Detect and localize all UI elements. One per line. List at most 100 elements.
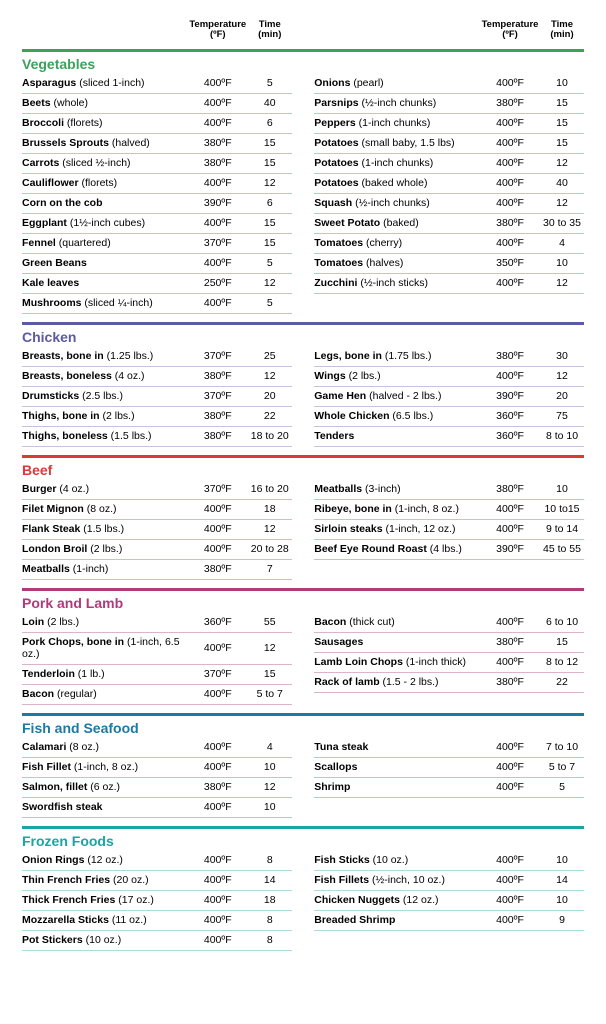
food-name: Rack of lamb (1.5 - 2 lbs.) — [314, 676, 480, 688]
food-detail: (4 lbs.) — [427, 543, 462, 555]
food-main: Fish Sticks — [314, 854, 369, 866]
time-value: 18 — [248, 894, 292, 906]
temperature-value: 400ºF — [480, 523, 540, 535]
temperature-value: 400ºF — [480, 77, 540, 89]
food-detail: (1 lb.) — [75, 668, 105, 680]
table-row: Thighs, bone in (2 lbs.)380ºF22 — [22, 407, 292, 427]
temperature-value: 380ºF — [188, 430, 248, 442]
time-value: 15 — [248, 217, 292, 229]
time-unit: (min) — [258, 29, 281, 40]
table-row: Squash (½-inch chunks)400ºF12 — [314, 194, 584, 214]
table-row: Breaded Shrimp400ºF9 — [314, 911, 584, 931]
table-row: Fennel (quartered)370ºF15 — [22, 234, 292, 254]
temperature-value: 400ºF — [188, 543, 248, 555]
hdr-time-right: Time (min) — [540, 20, 584, 41]
table-row: Filet Mignon (8 oz.)400ºF18 — [22, 500, 292, 520]
food-name: Sirloin steaks (1-inch, 12 oz.) — [314, 523, 480, 535]
food-detail: (halved) — [109, 137, 150, 149]
food-main: Game Hen — [314, 390, 366, 402]
table-row: Tenders360ºF8 to 10 — [314, 427, 584, 447]
table-row: Shrimp400ºF5 — [314, 778, 584, 798]
temperature-value: 400ºF — [188, 77, 248, 89]
time-value: 10 — [248, 801, 292, 813]
food-main: Legs, bone in — [314, 350, 385, 362]
food-detail: (sliced 1-inch) — [76, 77, 144, 89]
table-row: Brussels Sprouts (halved)380ºF15 — [22, 134, 292, 154]
section: ChickenBreasts, bone in (1.25 lbs.)370ºF… — [22, 322, 584, 447]
food-name: Bacon (thick cut) — [314, 616, 480, 628]
food-name: Fish Fillets (½-inch, 10 oz.) — [314, 874, 480, 886]
temperature-value: 400ºF — [188, 761, 248, 773]
time-value: 10 — [248, 761, 292, 773]
food-detail: (½-inch sticks) — [357, 277, 428, 289]
time-value: 25 — [248, 350, 292, 362]
food-name: Swordfish steak — [22, 801, 188, 813]
section: Frozen FoodsOnion Rings (12 oz.)400ºF8Th… — [22, 826, 584, 951]
food-name: Peppers (1-inch chunks) — [314, 117, 480, 129]
time-value: 18 — [248, 503, 292, 515]
food-detail: (1-inch) — [70, 563, 109, 575]
food-name: Pork Chops, bone in (1-inch, 6.5 oz.) — [22, 636, 188, 660]
food-name: Sausages — [314, 636, 480, 648]
food-main: Pot Stickers — [22, 934, 83, 946]
food-name: Brussels Sprouts (halved) — [22, 137, 188, 149]
food-main: Squash — [314, 197, 352, 209]
table-row: Wings (2 lbs.)400ºF12 — [314, 367, 584, 387]
time-value: 18 to 20 — [248, 430, 292, 442]
food-detail: (sliced ¼-inch) — [82, 297, 153, 309]
time-value: 20 to 28 — [248, 543, 292, 555]
food-detail: (regular) — [54, 688, 97, 700]
food-detail: (½-inch chunks) — [359, 97, 437, 109]
temperature-value: 400ºF — [188, 741, 248, 753]
food-main: Tuna steak — [314, 741, 368, 753]
time-value: 22 — [540, 676, 584, 688]
temperature-value: 380ºF — [188, 781, 248, 793]
food-name: Lamb Loin Chops (1-inch thick) — [314, 656, 480, 668]
food-name: Mushrooms (sliced ¼-inch) — [22, 297, 188, 309]
table-row: Kale leaves250ºF12 — [22, 274, 292, 294]
temperature-value: 400ºF — [188, 97, 248, 109]
table-row: Lamb Loin Chops (1-inch thick)400ºF8 to … — [314, 653, 584, 673]
food-name: Thick French Fries (17 oz.) — [22, 894, 188, 906]
food-detail: (1-inch chunks) — [356, 117, 431, 129]
food-detail: (florets) — [64, 117, 103, 129]
food-name: Burger (4 oz.) — [22, 483, 188, 495]
food-detail: (quartered) — [56, 237, 111, 249]
table-row: London Broil (2 lbs.)400ºF20 to 28 — [22, 540, 292, 560]
temperature-value: 400ºF — [188, 257, 248, 269]
food-name: Thin French Fries (20 oz.) — [22, 874, 188, 886]
time-value: 12 — [248, 177, 292, 189]
food-name: Wings (2 lbs.) — [314, 370, 480, 382]
temp-label: Temperature — [189, 19, 246, 30]
temperature-value: 360ºF — [188, 616, 248, 628]
temperature-value: 400ºF — [480, 616, 540, 628]
time-value: 15 — [248, 137, 292, 149]
temperature-value: 380ºF — [188, 563, 248, 575]
left-column: Loin (2 lbs.)360ºF55Pork Chops, bone in … — [22, 613, 292, 705]
food-main: Breasts, bone in — [22, 350, 104, 362]
table-row: Thin French Fries (20 oz.)400ºF14 — [22, 871, 292, 891]
food-main: Beef Eye Round Roast — [314, 543, 427, 555]
time-value: 10 — [540, 257, 584, 269]
temperature-value: 400ºF — [480, 894, 540, 906]
food-name: Filet Mignon (8 oz.) — [22, 503, 188, 515]
time-value: 5 — [248, 257, 292, 269]
hdr-temp-left: Temperature (ºF) — [188, 20, 248, 41]
column-headers: Temperature (ºF) Time (min) Temperature … — [22, 20, 584, 41]
temperature-value: 400ºF — [188, 688, 248, 700]
section: VegetablesAsparagus (sliced 1-inch)400ºF… — [22, 49, 584, 314]
time-value: 5 — [248, 297, 292, 309]
food-main: Beets — [22, 97, 51, 109]
food-name: Carrots (sliced ½-inch) — [22, 157, 188, 169]
food-main: Onion Rings — [22, 854, 87, 866]
food-name: Onions (pearl) — [314, 77, 480, 89]
food-name: Bacon (regular) — [22, 688, 188, 700]
food-name: Sweet Potato (baked) — [314, 217, 480, 229]
food-detail: (2.5 lbs.) — [79, 390, 123, 402]
table-row: Breasts, bone in (1.25 lbs.)370ºF25 — [22, 347, 292, 367]
table-row: Thighs, boneless (1.5 lbs.)380ºF18 to 20 — [22, 427, 292, 447]
section-title: Beef — [22, 458, 584, 480]
food-name: Drumsticks (2.5 lbs.) — [22, 390, 188, 402]
table-row: Green Beans400ºF5 — [22, 254, 292, 274]
columns: Burger (4 oz.)370ºF16 to 20Filet Mignon … — [22, 480, 584, 580]
